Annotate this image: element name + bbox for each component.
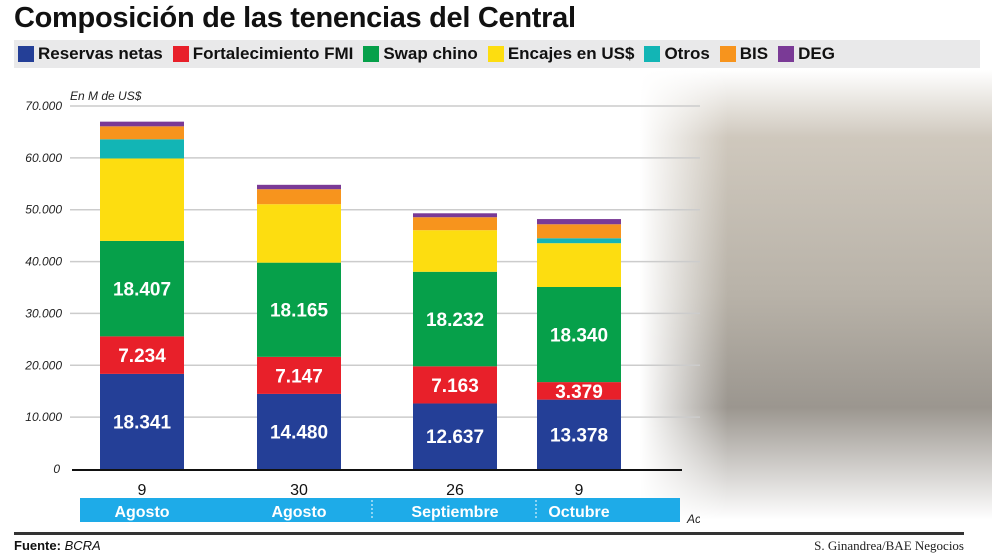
bar-segment [537, 224, 621, 239]
source: Fuente: BCRA [14, 538, 101, 553]
data-label: 18.407 [113, 280, 171, 301]
bar-segment [100, 373, 184, 469]
legend: Reservas netas Fortalecimiento FMI Swap ch… [14, 40, 980, 68]
bar-segment [257, 184, 341, 190]
legend-label: Reservas netas [38, 44, 163, 63]
legend-label: BIS [739, 44, 769, 63]
legend-item: Encajes en US$ [487, 44, 635, 64]
legend-label: DEG [798, 44, 835, 63]
x-tick-month: Agosto [271, 504, 326, 521]
legend-swatch [778, 46, 795, 62]
bar-segment [413, 271, 497, 367]
x-tick-day: 9 [138, 482, 147, 499]
legend-label: Fortalecimiento FMI [192, 44, 354, 63]
x-tick-month: Octubre [548, 504, 609, 521]
x-tick-day: 26 [446, 482, 464, 499]
bar-segment [413, 403, 497, 469]
data-label: 7.163 [431, 376, 479, 397]
credit: S. Ginandrea/BAE Negocios [814, 538, 964, 553]
legend-label: Otros [664, 44, 710, 63]
data-label: 12.637 [426, 427, 484, 448]
y-tick-label: 30.000 [25, 306, 62, 320]
x-tick-day: 30 [290, 482, 308, 499]
data-label: 7.234 [118, 346, 166, 367]
bar-segment [257, 189, 341, 205]
legend-item: Otros [644, 44, 710, 64]
stacked-bar-chart: En M de US$ 0 10.000 20.000 30.000 40.000 50.0… [24, 89, 700, 526]
bar-segment [100, 336, 184, 374]
data-label: 18.340 [550, 326, 608, 347]
bar-segment [413, 366, 497, 404]
y-tick-label: 70.000 [25, 99, 62, 113]
bar-segment [100, 139, 184, 159]
y-tick-label: 0 [53, 462, 60, 476]
data-label: 18.232 [426, 310, 484, 331]
data-label: 3.379 [555, 382, 603, 403]
bar-segment [537, 238, 621, 244]
legend-swatch [719, 46, 736, 62]
x-tick-month: Agosto [114, 504, 169, 521]
bar-segment [100, 126, 184, 140]
legend-swatch [172, 46, 189, 62]
bar-segment [537, 382, 621, 400]
bar-segment [100, 121, 184, 127]
building-photo [640, 70, 992, 520]
legend-label: Encajes en US$ [507, 44, 635, 63]
legend-label: Swap chino [383, 44, 478, 63]
month-band [80, 498, 680, 522]
legend-item: Swap chino [363, 44, 478, 64]
legend-swatch [18, 46, 34, 62]
bar-segment [413, 213, 497, 218]
legend-swatch [644, 46, 661, 62]
unit-label: En M de US$ [70, 89, 142, 103]
x-tick-day: 9 [575, 482, 584, 499]
bar-segment [257, 204, 341, 263]
x-tick-month: Septiembre [411, 504, 498, 521]
y-tick-label: 20.000 [24, 358, 62, 372]
data-label: 18.165 [270, 301, 329, 322]
bar-segment [257, 356, 341, 394]
data-label: 14.480 [270, 422, 328, 443]
bar-segment [100, 240, 184, 337]
legend-item: BIS [719, 44, 769, 64]
legend-item: Reservas netas [18, 44, 163, 64]
bar-segment [257, 262, 341, 357]
data-label: 13.378 [550, 425, 608, 446]
legend-item: DEG [778, 44, 835, 64]
update-note: Actualizado al 2/10 [686, 512, 700, 526]
bar-segment [257, 393, 341, 469]
bar-segment [537, 219, 621, 225]
bar-segment [413, 217, 497, 231]
divider [14, 532, 964, 535]
bar-segment [100, 158, 184, 241]
y-tick-label: 60.000 [25, 151, 62, 165]
bar-segment [413, 230, 497, 272]
legend-swatch [363, 46, 380, 62]
data-label: 7.147 [275, 366, 323, 387]
legend-item: Fortalecimiento FMI [172, 44, 354, 64]
data-label: 18.341 [113, 412, 172, 433]
y-tick-label: 40.000 [25, 255, 62, 269]
y-tick-label: 50.000 [25, 203, 62, 217]
bar-segment [537, 399, 621, 469]
chart-title: Composición de las tenencias del Central [14, 2, 576, 34]
bar-segment [537, 243, 621, 287]
y-tick-label: 10.000 [25, 410, 62, 424]
bar-segment [537, 286, 621, 383]
legend-swatch [487, 46, 504, 62]
